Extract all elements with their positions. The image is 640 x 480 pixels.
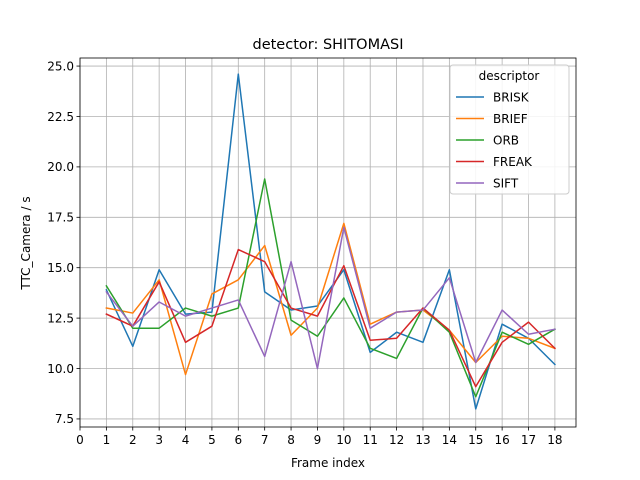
x-tick-label: 2 [129, 433, 137, 447]
legend: descriptor BRISK BRIEF ORB FREAK SIFT [449, 64, 570, 195]
x-tick-label: 18 [547, 433, 562, 447]
x-tick-label: 1 [103, 433, 111, 447]
x-axis-label: Frame index [291, 456, 365, 470]
x-tick-label: 15 [468, 433, 483, 447]
x-tick-label: 13 [415, 433, 430, 447]
y-tick-label: 17.5 [47, 211, 74, 225]
y-tick-label: 25.0 [47, 59, 74, 73]
x-tick-label: 12 [389, 433, 404, 447]
x-tick-label: 10 [336, 433, 351, 447]
legend-label-orb: ORB [493, 133, 519, 147]
y-axis-label: TTC_Camera / s [19, 196, 33, 290]
y-tick-label: 22.5 [47, 110, 74, 124]
x-tick-label: 0 [76, 433, 84, 447]
series-line-brisk [105, 73, 556, 410]
x-tick-label: 14 [442, 433, 457, 447]
x-tick-label: 8 [287, 433, 295, 447]
legend-title: descriptor [479, 69, 540, 83]
x-tick-label: 11 [363, 433, 378, 447]
series-lines [105, 73, 556, 410]
x-tick-label: 6 [234, 433, 242, 447]
legend-label-freak: FREAK [493, 155, 533, 169]
y-tick-label: 7.5 [55, 412, 74, 426]
series-line-freak [105, 248, 556, 388]
y-tick-label: 15.0 [47, 261, 74, 275]
y-axis: 7.5 10.0 12.5 15.0 17.5 20.0 22.5 25.0 [47, 59, 80, 426]
legend-box [449, 64, 570, 195]
x-tick-label: 9 [314, 433, 322, 447]
y-tick-label: 12.5 [47, 311, 74, 325]
x-axis: 0 1 2 3 4 5 6 7 8 9 10 11 12 13 14 15 16 17 18 [76, 427, 563, 447]
series-line-sift [105, 226, 556, 370]
x-tick-label: 16 [494, 433, 509, 447]
x-tick-label: 17 [521, 433, 536, 447]
legend-label-sift: SIFT [493, 176, 519, 190]
x-tick-label: 7 [261, 433, 269, 447]
x-tick-label: 4 [182, 433, 190, 447]
series-line-brief [105, 222, 556, 376]
legend-label-brisk: BRISK [493, 90, 530, 104]
y-tick-label: 10.0 [47, 362, 74, 376]
grid [79, 58, 576, 427]
series-line-orb [105, 178, 556, 398]
legend-label-brief: BRIEF [493, 112, 528, 126]
chart-title: detector: SHITOMASI [252, 37, 403, 53]
plot-frame [79, 57, 577, 428]
x-tick-label: 5 [208, 433, 216, 447]
x-tick-label: 3 [155, 433, 163, 447]
y-tick-label: 20.0 [47, 160, 74, 174]
